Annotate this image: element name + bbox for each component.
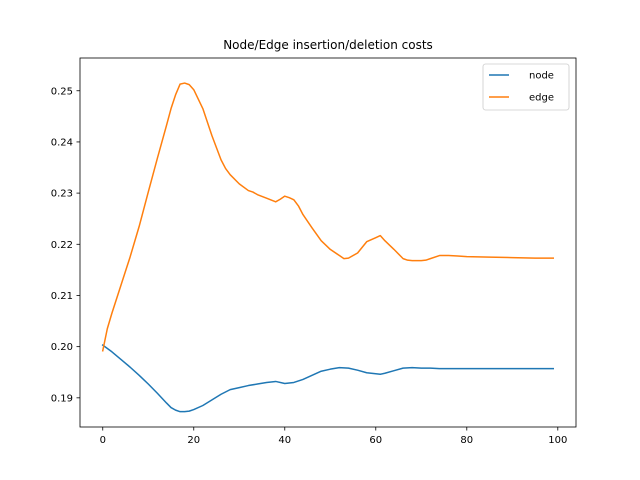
x-tick-label: 40 <box>278 435 291 446</box>
y-tick-label: 0.25 <box>51 86 73 97</box>
x-axis: 0 20 40 60 80 100 <box>100 427 567 446</box>
legend-label-node: node <box>529 71 554 82</box>
legend: node edge <box>482 63 570 111</box>
x-tick-label: 0 <box>100 435 106 446</box>
y-axis: 0.19 0.20 0.21 0.22 0.23 0.24 0.25 <box>51 86 80 404</box>
x-tick-label: 60 <box>369 435 382 446</box>
legend-label-edge: edge <box>529 93 554 104</box>
series-line-edge <box>101 82 554 352</box>
legend-box <box>482 63 570 111</box>
y-tick-label: 0.21 <box>51 291 73 302</box>
y-tick-label: 0.20 <box>51 342 73 353</box>
y-tick-label: 0.19 <box>51 393 73 404</box>
y-tick-label: 0.24 <box>51 137 73 148</box>
x-tick-label: 20 <box>187 435 200 446</box>
x-tick-label: 100 <box>548 435 567 446</box>
x-tick-label: 80 <box>460 435 473 446</box>
y-tick-label: 0.23 <box>51 189 73 200</box>
y-tick-label: 0.22 <box>51 240 73 251</box>
chart-title: Node/Edge insertion/deletion costs <box>223 38 433 52</box>
series-line-node <box>101 344 554 413</box>
axes-frame <box>79 57 577 428</box>
plot-area <box>101 82 554 413</box>
